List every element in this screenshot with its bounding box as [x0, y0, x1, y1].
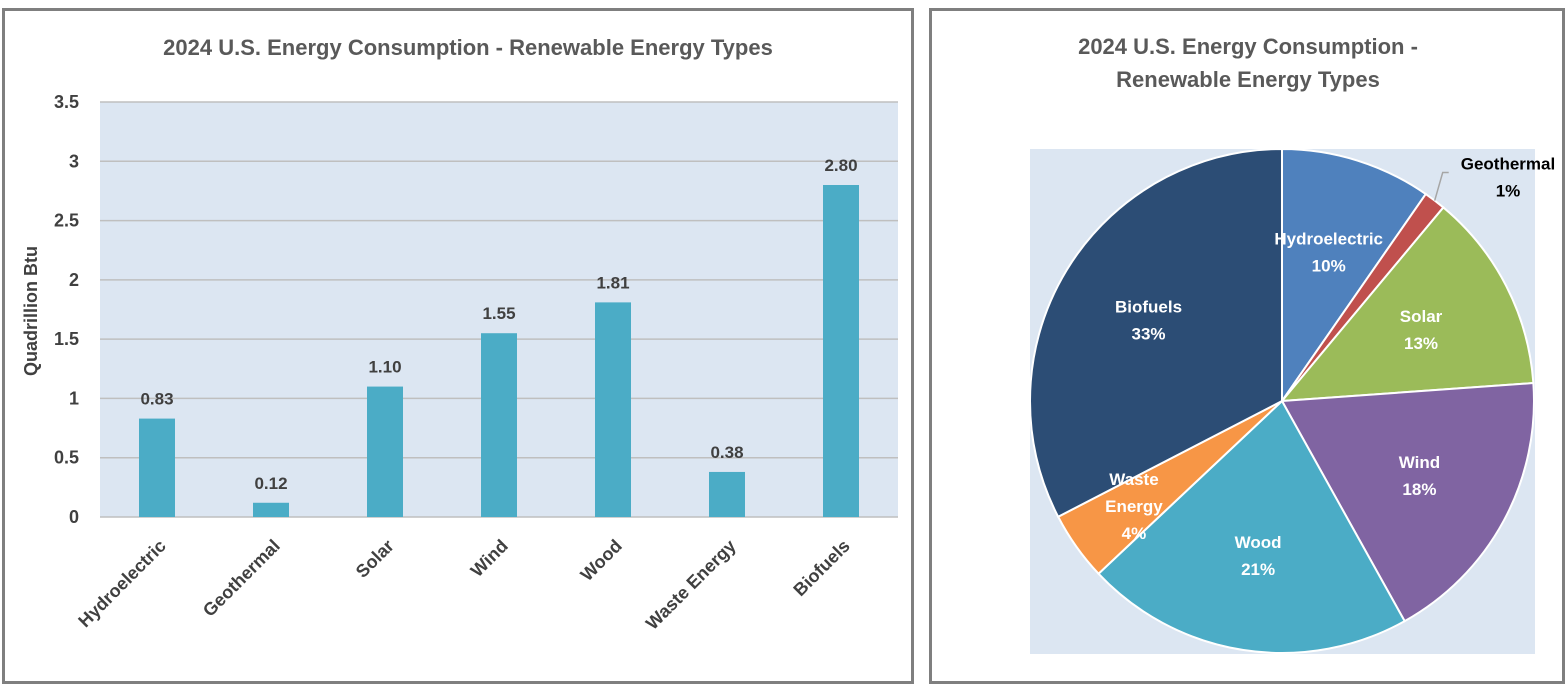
- bar-chart-title: 2024 U.S. Energy Consumption - Renewable…: [163, 35, 773, 60]
- bar-plot-area: 0 0.5 1 1.5 2 2.5 3 3.5 0.83 Hydroelectric 0.12 Geo…: [54, 92, 898, 634]
- bar-hydroelectric: [139, 418, 175, 517]
- bar-chart: 2024 U.S. Energy Consumption - Renewable…: [21, 35, 898, 634]
- slice-name-label: Geothermal: [1461, 155, 1555, 174]
- slice-name-label: Energy: [1105, 497, 1163, 516]
- x-tick-label: Biofuels: [789, 536, 853, 600]
- slice-percent-label: 21%: [1241, 560, 1275, 579]
- slice-name-label: Solar: [1400, 307, 1443, 326]
- slice-percent-label: 33%: [1132, 324, 1166, 343]
- slice-name-label: Wind: [1399, 453, 1440, 472]
- pie-chart-title-line-1: 2024 U.S. Energy Consumption -: [1078, 34, 1418, 59]
- slice-name-label: Wood: [1235, 533, 1282, 552]
- bar-solar: [367, 386, 403, 517]
- x-tick-label: Waste Energy: [642, 536, 740, 634]
- data-label: 2.80: [824, 156, 857, 175]
- pie-plot-area: Hydroelectric 10% Geothermal 1% Solar 13% Wind…: [1029, 147, 1555, 654]
- y-tick-label: 0: [69, 507, 79, 527]
- bar-waste-energy: [709, 471, 745, 517]
- data-label: 1.10: [368, 358, 401, 377]
- y-tick-label: 3.5: [54, 92, 79, 112]
- pie-chart-title-line-2: Renewable Energy Types: [1116, 67, 1380, 92]
- slice-percent-label: 10%: [1312, 256, 1346, 275]
- x-tick-label: Wind: [467, 536, 512, 581]
- y-tick-label: 1.5: [54, 329, 79, 349]
- data-label: 0.83: [140, 390, 173, 409]
- slice-name-label: Waste: [1109, 470, 1158, 489]
- x-tick-label: Wood: [577, 536, 626, 585]
- data-label: 0.38: [710, 443, 743, 462]
- pie-chart-panel: 2024 U.S. Energy Consumption - Renewable…: [929, 8, 1565, 684]
- slice-wind: [1280, 381, 1535, 623]
- slice-name-label: Biofuels: [1115, 297, 1182, 316]
- data-label: 1.81: [596, 273, 629, 292]
- leader-line: [1433, 171, 1449, 201]
- pie-chart: 2024 U.S. Energy Consumption - Renewable…: [1029, 34, 1555, 654]
- y-tick-label: 0.5: [54, 448, 79, 468]
- slice-hydroelectric: [1281, 147, 1428, 405]
- slice-percent-label: 4%: [1122, 524, 1147, 543]
- bar-chart-panel: 2024 U.S. Energy Consumption - Renewable…: [2, 8, 914, 684]
- x-tick-label: Geothermal: [199, 536, 284, 621]
- y-axis-label: Quadrillion Btu: [21, 246, 41, 376]
- x-tick-label: Solar: [352, 536, 398, 582]
- bar-wood: [595, 302, 631, 517]
- bar-biofuels: [823, 185, 859, 517]
- slice-percent-label: 1%: [1496, 182, 1521, 201]
- x-tick-label: Hydroelectric: [74, 536, 170, 632]
- y-tick-label: 1: [69, 388, 79, 408]
- data-label: 0.12: [254, 474, 287, 493]
- data-label: 1.55: [482, 304, 515, 323]
- slice-percent-label: 13%: [1404, 334, 1438, 353]
- y-tick-label: 2.5: [54, 211, 79, 231]
- slice-name-label: Hydroelectric: [1274, 229, 1383, 248]
- bar-geothermal: [253, 502, 289, 517]
- y-tick-label: 2: [69, 270, 79, 290]
- slice-biofuels: [1029, 147, 1283, 519]
- bar-wind: [481, 333, 517, 517]
- slice-solar: [1279, 206, 1535, 403]
- slice-percent-label: 18%: [1402, 480, 1436, 499]
- slice-wood: [1097, 399, 1407, 654]
- y-tick-label: 3: [69, 151, 79, 171]
